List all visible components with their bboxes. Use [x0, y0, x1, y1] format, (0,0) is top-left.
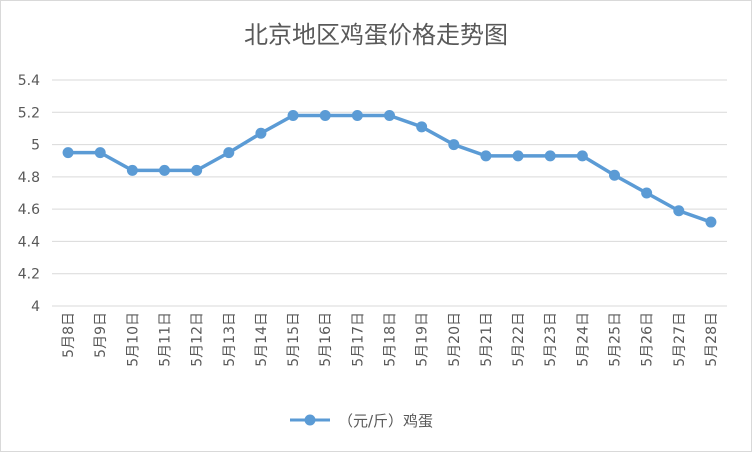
y-tick-label: 4.2 [18, 267, 40, 283]
x-tick-label: 5月20日 [447, 312, 463, 367]
x-tick-label: 5月19日 [415, 312, 431, 367]
data-point [448, 139, 460, 151]
data-point [641, 187, 653, 199]
x-tick-label: 5月9日 [93, 312, 109, 358]
y-tick-label: 4.4 [18, 234, 40, 250]
data-point [319, 110, 331, 122]
x-tick-label: 5月8日 [61, 312, 77, 358]
data-point [544, 150, 556, 162]
y-tick-label: 5 [31, 138, 40, 154]
x-tick-label: 5月12日 [190, 312, 206, 367]
x-tick-label: 5月22日 [511, 312, 527, 367]
x-tick-label: 5月23日 [543, 312, 559, 367]
x-tick-label: 5月16日 [318, 312, 334, 367]
data-point [384, 110, 395, 122]
data-point [673, 205, 685, 217]
data-point [705, 216, 717, 228]
x-tick-label: 5月11日 [158, 312, 174, 367]
x-tick-label: 5月13日 [222, 312, 238, 367]
data-point [223, 147, 235, 159]
x-tick-label: 5月18日 [383, 312, 399, 367]
x-tick-label: 5月17日 [350, 312, 366, 367]
grid-lines [52, 79, 727, 307]
data-point [126, 164, 138, 176]
x-tick-label: 5月25日 [608, 312, 624, 367]
x-tick-label: 5月26日 [640, 312, 656, 367]
x-tick-label: 5月27日 [672, 312, 688, 367]
x-tick-label: 5月14日 [254, 312, 270, 367]
data-point [416, 121, 428, 133]
data-point [255, 127, 267, 139]
x-tick-label: 5月21日 [479, 312, 495, 367]
x-tick-label: 5月15日 [286, 312, 302, 367]
y-tick-label: 5.2 [18, 105, 40, 121]
x-tick-label: 5月10日 [125, 312, 141, 367]
x-tick-label: 5月28日 [704, 312, 720, 367]
legend: （元/斤）鸡蛋 [290, 412, 433, 430]
data-point [62, 147, 74, 159]
data-point [287, 110, 299, 122]
data-point [480, 150, 492, 162]
data-point [159, 164, 170, 176]
chart-title: 北京地区鸡蛋价格走势图 [244, 21, 508, 49]
x-tick-label: 5月24日 [575, 312, 591, 367]
x-axis-ticks: 5月8日 5月9日 5月10日 5月11日 5月12日 5月13日 5月14日 5月15日 5月… [61, 312, 720, 367]
series-layer [62, 110, 717, 228]
y-tick-label: 5.4 [18, 73, 40, 89]
y-tick-label: 4.8 [18, 170, 40, 186]
data-point [576, 150, 588, 162]
y-tick-label: 4 [31, 299, 40, 315]
y-axis-ticks: 4 4.2 4.4 4.6 4.8 5 5.2 5.4 [18, 73, 40, 315]
data-point [512, 150, 524, 162]
data-point [94, 147, 106, 159]
y-tick-label: 4.6 [18, 202, 40, 218]
data-point [191, 164, 203, 176]
data-point [351, 110, 363, 122]
legend-marker [304, 414, 316, 426]
legend-label: （元/斤）鸡蛋 [338, 412, 433, 430]
data-point [609, 169, 620, 181]
